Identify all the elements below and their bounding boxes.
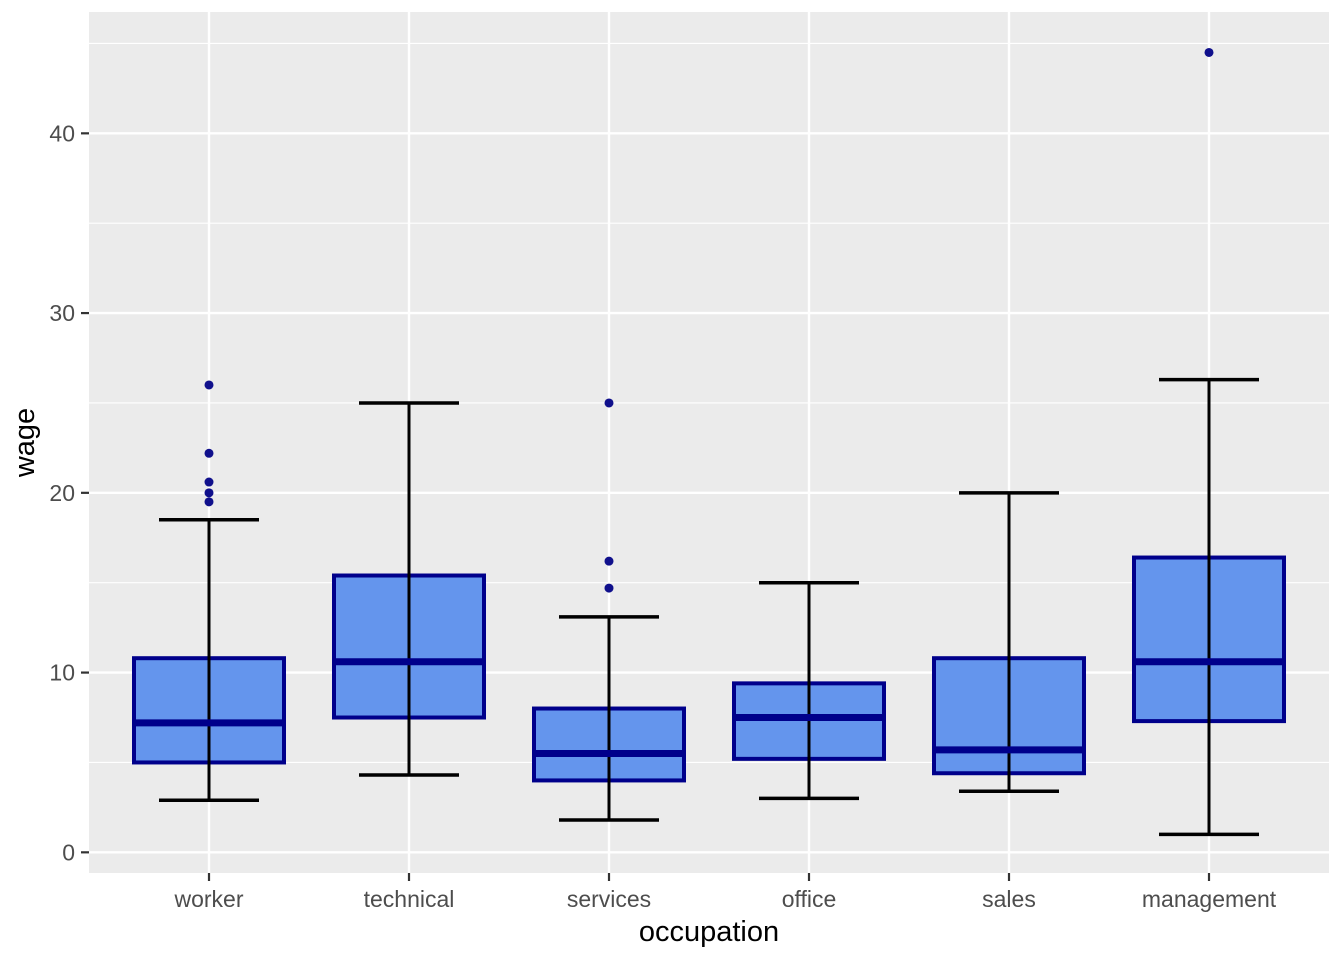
x-tick-label-services: services <box>567 886 651 912</box>
y-tick-label-0: 0 <box>62 839 75 865</box>
x-tick-label-management: management <box>1142 886 1277 912</box>
outlier-point-worker <box>204 477 214 487</box>
x-tick-label-office: office <box>782 886 837 912</box>
boxplot-office <box>732 580 886 801</box>
axis-labels: 0 10 20 30 40 worker technical services office sa… <box>9 120 1277 948</box>
boxplot-services <box>532 398 686 822</box>
outlier-point-worker <box>204 497 214 507</box>
x-axis-title: occupation <box>639 916 779 948</box>
outlier-point-management <box>1204 47 1214 57</box>
plot-panel <box>89 12 1329 873</box>
outlier-point-worker <box>204 380 214 390</box>
y-tick-label-10: 10 <box>49 660 75 686</box>
y-tick-label-40: 40 <box>49 120 75 146</box>
outlier-point-services <box>604 583 614 593</box>
y-tick-label-30: 30 <box>49 300 75 326</box>
boxplot-management <box>1132 47 1286 837</box>
outlier-point-services <box>604 398 614 408</box>
axis-ticks <box>81 132 1211 881</box>
boxplot-worker <box>132 380 286 802</box>
x-tick-label-technical: technical <box>364 886 455 912</box>
outlier-point-worker <box>204 488 214 498</box>
y-tick-label-20: 20 <box>49 480 75 506</box>
x-tick-label-sales: sales <box>982 886 1036 912</box>
x-tick-label-worker: worker <box>173 886 243 912</box>
boxplot-sales <box>932 491 1086 793</box>
outlier-point-worker <box>204 448 214 458</box>
boxplot-technical <box>332 401 486 777</box>
outlier-point-services <box>604 556 614 566</box>
y-axis-title: wage <box>9 408 41 478</box>
